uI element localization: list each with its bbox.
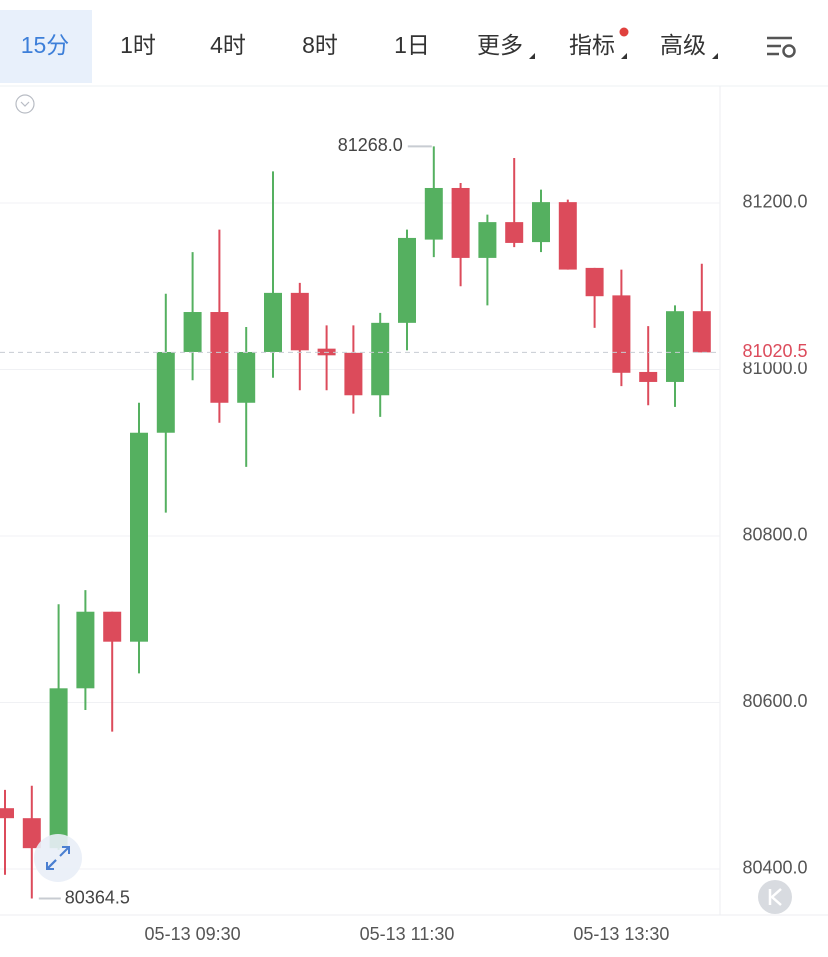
candle-body: [505, 222, 524, 243]
y-tick-label: 81200.0: [742, 192, 807, 212]
dropdown-caret: [621, 53, 627, 59]
candle-body: [371, 322, 390, 396]
y-tick-label: 81000.0: [742, 358, 807, 378]
tab[interactable]: 15分: [21, 32, 70, 58]
x-tick-label: 05-13 11:30: [360, 924, 455, 944]
candle-body: [290, 292, 309, 351]
candle-body: [344, 352, 363, 396]
expand-button[interactable]: [34, 834, 82, 882]
candle-body: [558, 202, 577, 270]
candle-body: [210, 312, 229, 403]
notice-dot: [619, 27, 629, 37]
candle-body: [0, 808, 14, 819]
candle-body: [612, 295, 631, 373]
candle-body: [532, 202, 550, 243]
tab[interactable]: 4时: [210, 32, 246, 58]
candle-body: [103, 611, 122, 642]
tab[interactable]: 指标: [569, 32, 615, 58]
toolbar: [0, 0, 828, 85]
candle-body: [478, 222, 497, 258]
dropdown-caret: [529, 53, 535, 59]
tab[interactable]: 1日: [394, 32, 430, 58]
candle-body: [183, 312, 202, 352]
candle-body: [130, 432, 148, 642]
tab[interactable]: 1时: [120, 32, 156, 58]
x-tick-label: 05-13 09:30: [145, 924, 241, 944]
k-button[interactable]: [758, 880, 792, 914]
collapse-button[interactable]: [15, 94, 35, 114]
settings-icon[interactable]: [767, 36, 796, 58]
x-tick-label: 05-13 13:30: [573, 924, 669, 944]
last-price-label: 81020.5: [742, 341, 807, 361]
candle-body: [398, 237, 416, 323]
candle-body: [639, 371, 658, 382]
candle-body: [22, 818, 41, 849]
y-tick-label: 80600.0: [742, 691, 807, 711]
active-tab-bg: [0, 10, 92, 83]
tab[interactable]: 更多: [477, 32, 523, 58]
candle-body: [585, 267, 604, 297]
candle-body: [692, 311, 711, 353]
low-label: 80364.5: [65, 887, 130, 907]
last-price-bg: [728, 340, 824, 363]
tab[interactable]: 高级: [660, 32, 706, 58]
plot-area: [0, 146, 720, 899]
candle-body: [49, 688, 68, 849]
candle-body: [424, 187, 443, 240]
candle-body: [666, 311, 684, 382]
y-tick-label: 80400.0: [742, 858, 807, 878]
candle-body: [237, 351, 256, 403]
tab[interactable]: 8时: [302, 32, 338, 58]
candle-body: [264, 292, 282, 352]
candle-body: [156, 351, 175, 433]
candle-body: [451, 187, 470, 258]
high-label: 81268.0: [338, 135, 403, 155]
dropdown-caret: [712, 53, 718, 59]
candle-body: [76, 611, 95, 689]
y-tick-label: 80800.0: [742, 525, 807, 545]
